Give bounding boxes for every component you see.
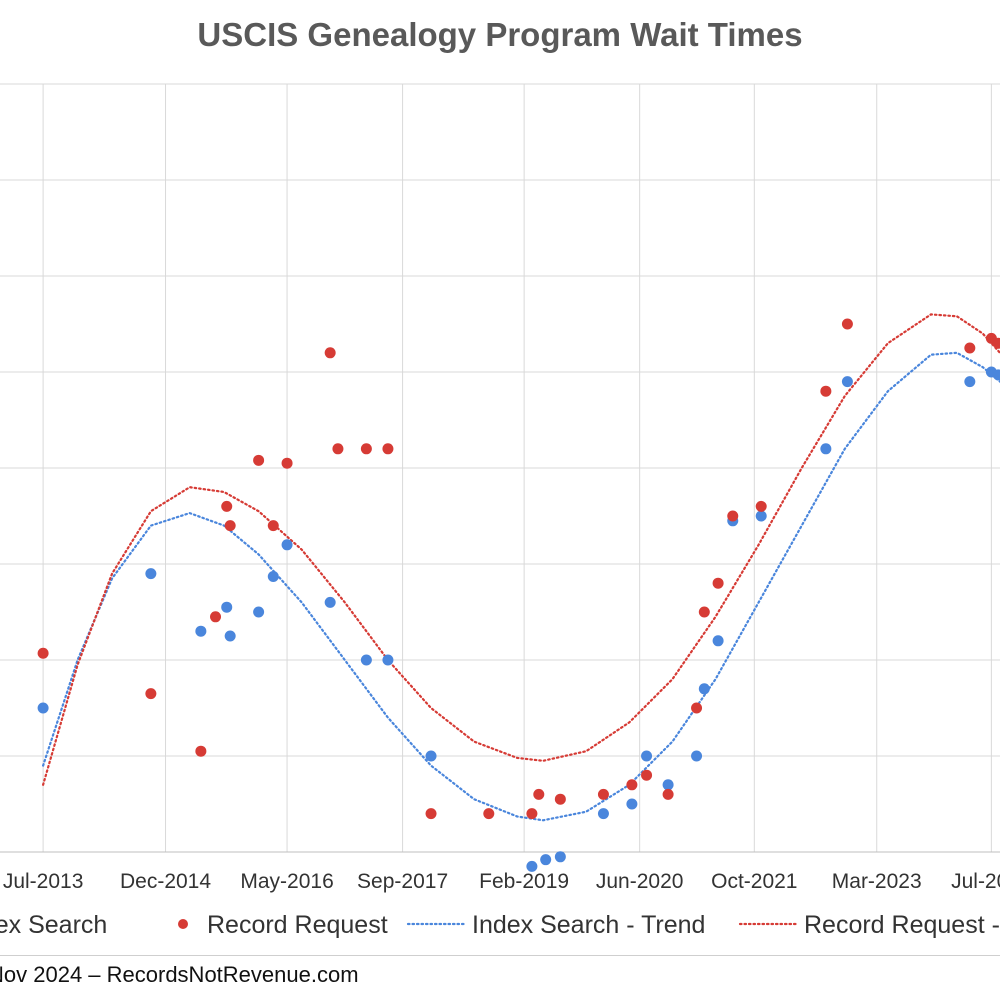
data-point-record-request [641, 769, 653, 781]
data-point-record-request [533, 788, 545, 800]
data-point-record-request [37, 647, 49, 659]
data-point-record-request [755, 500, 767, 512]
x-tick-label: Jul-2024 [951, 870, 1000, 893]
legend-label: Record Request [207, 911, 388, 939]
data-point-record-request [281, 457, 293, 469]
footer-note: Nov 2024 – RecordsNotRevenue.com [0, 962, 359, 987]
data-point-record-request [425, 808, 437, 820]
data-point-index-search [425, 750, 437, 762]
x-axis-tick-labels: Jul-2013 Dec-2014 May-2016 Sep-2017 Feb-2019… [3, 870, 1000, 893]
data-point-record-request [483, 808, 495, 820]
data-point-index-search [324, 596, 336, 608]
data-point-index-search [626, 798, 638, 810]
data-point-record-request [626, 779, 638, 791]
trendlines [42, 313, 1000, 822]
data-point-record-request [224, 520, 236, 532]
data-point-index-search [526, 860, 538, 872]
data-point-index-search [145, 568, 157, 580]
data-point-index-search [597, 808, 609, 820]
data-point-record-request [526, 808, 538, 820]
data-point-record-request [841, 318, 853, 330]
data-point-index-search [841, 376, 853, 388]
data-point-index-search [37, 702, 49, 714]
data-point-record-request [360, 443, 372, 455]
data-point-record-request [820, 385, 832, 397]
data-point-record-request [210, 611, 222, 623]
data-point-record-request [324, 347, 336, 359]
footer-divider [0, 955, 1000, 956]
data-point-record-request [662, 788, 674, 800]
trend-line-record-request-trend [42, 313, 1000, 786]
legend-marker-point [178, 919, 188, 929]
data-point-index-search [267, 570, 279, 582]
data-point-record-request [221, 500, 233, 512]
data-point-record-request [698, 606, 710, 618]
data-point-record-request [992, 337, 1000, 349]
legend: Index Search Record Request Index Search -… [0, 911, 1000, 939]
data-point-index-search [691, 750, 703, 762]
data-point-index-search [641, 750, 653, 762]
data-point-record-request [267, 520, 279, 532]
data-point-index-search [253, 606, 265, 618]
x-tick-label: Mar-2023 [832, 870, 922, 893]
legend-label: Record Request - Trend [804, 911, 1000, 939]
x-tick-label: Oct-2021 [711, 870, 797, 893]
data-point-index-search [224, 630, 236, 642]
x-tick-label: Dec-2014 [120, 870, 211, 893]
x-tick-label: Jul-2013 [3, 870, 84, 893]
data-point-index-search [712, 635, 724, 647]
data-point-index-search [554, 851, 566, 863]
data-point-index-search [540, 854, 552, 866]
data-point-index-search [820, 443, 832, 455]
legend-label: Index Search [0, 911, 107, 939]
data-point-record-request [712, 577, 724, 589]
data-point-record-request [691, 702, 703, 714]
data-point-index-search [992, 369, 1000, 381]
x-tick-label: Jun-2020 [596, 870, 684, 893]
data-point-record-request [253, 454, 265, 466]
data-point-index-search [964, 376, 976, 388]
data-point-record-request [597, 788, 609, 800]
x-tick-label: Sep-2017 [357, 870, 448, 893]
data-point-index-search [221, 601, 233, 613]
chart-title: USCIS Genealogy Program Wait Times [197, 16, 803, 53]
data-point-record-request [332, 443, 344, 455]
legend-label: Index Search - Trend [472, 911, 705, 939]
data-points [37, 318, 1000, 872]
trend-line-index-search-trend [42, 351, 1000, 822]
gridlines [0, 83, 1000, 853]
x-tick-label: May-2016 [240, 870, 333, 893]
data-point-index-search [360, 654, 372, 666]
x-tick-label: Feb-2019 [479, 870, 569, 893]
data-point-record-request [145, 688, 157, 700]
data-point-record-request [727, 510, 739, 522]
data-point-index-search [281, 539, 293, 551]
data-point-record-request [554, 793, 566, 805]
data-point-index-search [698, 683, 710, 695]
data-point-record-request [195, 745, 207, 757]
data-point-index-search [382, 654, 394, 666]
data-point-record-request [964, 342, 976, 354]
data-point-index-search [195, 625, 207, 637]
data-point-index-search [755, 510, 767, 522]
data-point-index-search [662, 779, 674, 791]
data-point-record-request [382, 443, 394, 455]
